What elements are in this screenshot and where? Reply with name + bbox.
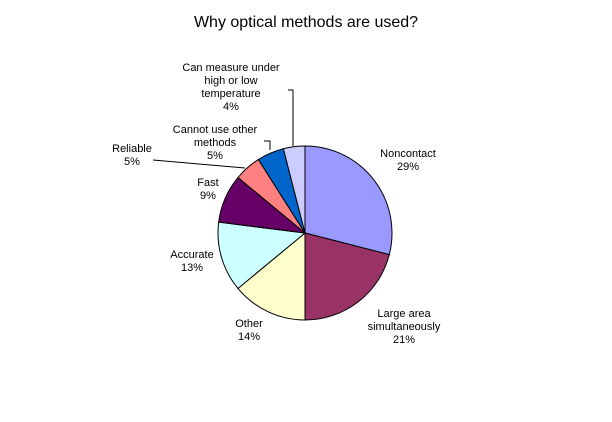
slice-label-4: Fast 9% xyxy=(197,177,218,202)
slice-label-line: methods xyxy=(194,137,237,149)
slice-label-line: Other xyxy=(235,318,263,330)
slice-label-1: Large area simultaneously 21% xyxy=(368,308,441,346)
slice-label-5: Reliable 5% xyxy=(112,143,152,168)
slice-label-line: Reliable xyxy=(112,143,152,155)
slice-percent: 13% xyxy=(181,262,203,274)
slice-label-line: Accurate xyxy=(170,249,213,261)
slice-percent: 9% xyxy=(200,190,216,202)
slice-percent: 14% xyxy=(238,331,260,343)
slice-label-7: Can measure under high or low temperature 4… xyxy=(182,62,280,113)
leader-line-6 xyxy=(264,140,271,150)
slice-label-0: Noncontact 29% xyxy=(380,148,436,173)
slice-label-2: Other 14% xyxy=(235,318,263,343)
slice-label-line: Noncontact xyxy=(380,148,436,160)
pie-slice-2 xyxy=(237,231,306,321)
slice-percent: 4% xyxy=(223,101,239,113)
slice-percent: 5% xyxy=(207,150,223,162)
slice-percent: 21% xyxy=(393,334,415,346)
chart-title: Why optical methods are used? xyxy=(193,14,419,31)
leader-line-5 xyxy=(152,159,246,169)
slice-percent: 5% xyxy=(124,156,140,168)
pie-slice-1 xyxy=(304,232,390,321)
slice-label-line: temperature xyxy=(201,88,260,100)
slice-label-line: Cannot use other xyxy=(173,124,258,136)
slice-label-line: simultaneously xyxy=(368,321,441,333)
slice-label-3: Accurate 13% xyxy=(170,249,213,274)
slice-label-line: high or low xyxy=(204,75,257,87)
leader-line-7 xyxy=(288,89,294,146)
pie-slice-0 xyxy=(304,145,393,256)
slice-label-line: Fast xyxy=(197,177,218,189)
pie-slice-7 xyxy=(282,145,306,234)
slice-label-6: Cannot use other methods 5% xyxy=(173,124,258,162)
pie-slice-3 xyxy=(217,221,307,290)
slice-label-line: Large area xyxy=(377,308,431,320)
slice-label-line: Can measure under xyxy=(182,62,280,74)
slice-percent: 29% xyxy=(397,161,419,173)
